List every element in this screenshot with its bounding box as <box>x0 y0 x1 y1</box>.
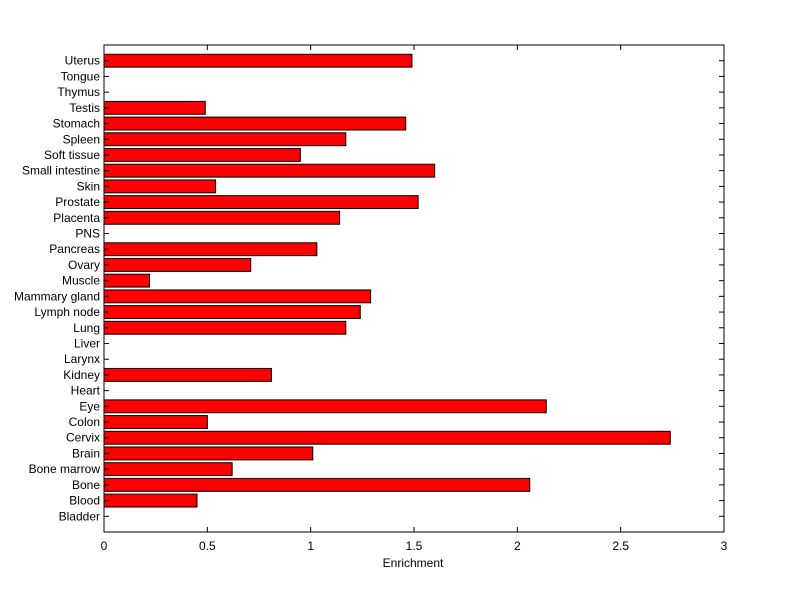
bar <box>103 179 217 194</box>
x-tick-label: 0 <box>101 539 108 553</box>
bar <box>103 242 318 257</box>
bar <box>103 273 150 288</box>
y-tick-label: Lung <box>73 321 100 335</box>
y-tick-label: Mammary gland <box>14 289 100 303</box>
bar <box>103 163 436 178</box>
bar <box>103 148 301 162</box>
bar <box>103 210 341 225</box>
bar <box>103 195 419 210</box>
bar <box>103 430 671 445</box>
x-tick-label: 2 <box>514 539 521 553</box>
bar <box>103 116 407 131</box>
bar <box>103 132 347 147</box>
y-tick-label: Bladder <box>59 509 100 523</box>
y-tick-label: Blood <box>69 494 100 508</box>
y-tick-label: Tongue <box>61 69 101 83</box>
y-tick-label: Thymus <box>57 85 100 99</box>
bar <box>103 100 206 115</box>
y-tick-label: Bone marrow <box>29 462 101 476</box>
bar <box>103 367 272 382</box>
y-tick-label: Small intestine <box>22 164 100 178</box>
y-tick-label: Pancreas <box>49 242 100 256</box>
y-tick-label: Liver <box>74 336 100 350</box>
y-tick-label: Cervix <box>66 431 100 445</box>
bar <box>103 289 372 304</box>
x-tick-label: 1 <box>307 539 314 553</box>
y-tick-label: Spleen <box>63 132 100 146</box>
bar <box>103 305 361 320</box>
x-tick-label: 1.5 <box>406 539 423 553</box>
y-tick-label: Uterus <box>65 54 100 68</box>
y-tick-label: Brain <box>72 446 100 460</box>
bar <box>103 415 208 429</box>
bar <box>103 477 531 492</box>
y-tick-label: Heart <box>71 384 101 398</box>
y-tick-label: Lymph node <box>34 305 100 319</box>
x-axis-title: Enrichment <box>383 556 444 570</box>
y-tick-label: Kidney <box>63 368 100 382</box>
y-tick-label: Skin <box>77 179 100 193</box>
y-tick-label: Muscle <box>62 274 100 288</box>
y-tick-label: Larynx <box>64 352 100 366</box>
y-tick-label: Prostate <box>55 195 100 209</box>
x-tick-label: 2.5 <box>612 539 629 553</box>
y-tick-label: Stomach <box>53 117 100 131</box>
ticks-layer <box>103 45 725 532</box>
y-tick-label: Colon <box>69 415 100 429</box>
y-tick-label: Eye <box>79 399 100 413</box>
x-tick-label: 0.5 <box>199 539 216 553</box>
y-tick-label: Ovary <box>68 258 100 272</box>
y-tick-label: Placenta <box>53 211 100 225</box>
y-tick-label: Testis <box>69 101 100 115</box>
bar <box>103 399 547 414</box>
bar <box>103 493 198 508</box>
y-tick-label: Soft tissue <box>44 148 100 162</box>
bars-layer <box>103 53 671 508</box>
x-tick-labels: 0 0.5 1 1.5 2 2.5 3 <box>101 539 728 553</box>
bar <box>103 257 252 272</box>
x-tick-label: 3 <box>721 539 728 553</box>
y-tick-label: PNS <box>75 227 100 241</box>
bar <box>103 462 233 477</box>
y-tick-label: Bone <box>72 478 100 492</box>
bar <box>103 446 314 461</box>
bar <box>103 320 347 335</box>
bar <box>103 53 413 68</box>
